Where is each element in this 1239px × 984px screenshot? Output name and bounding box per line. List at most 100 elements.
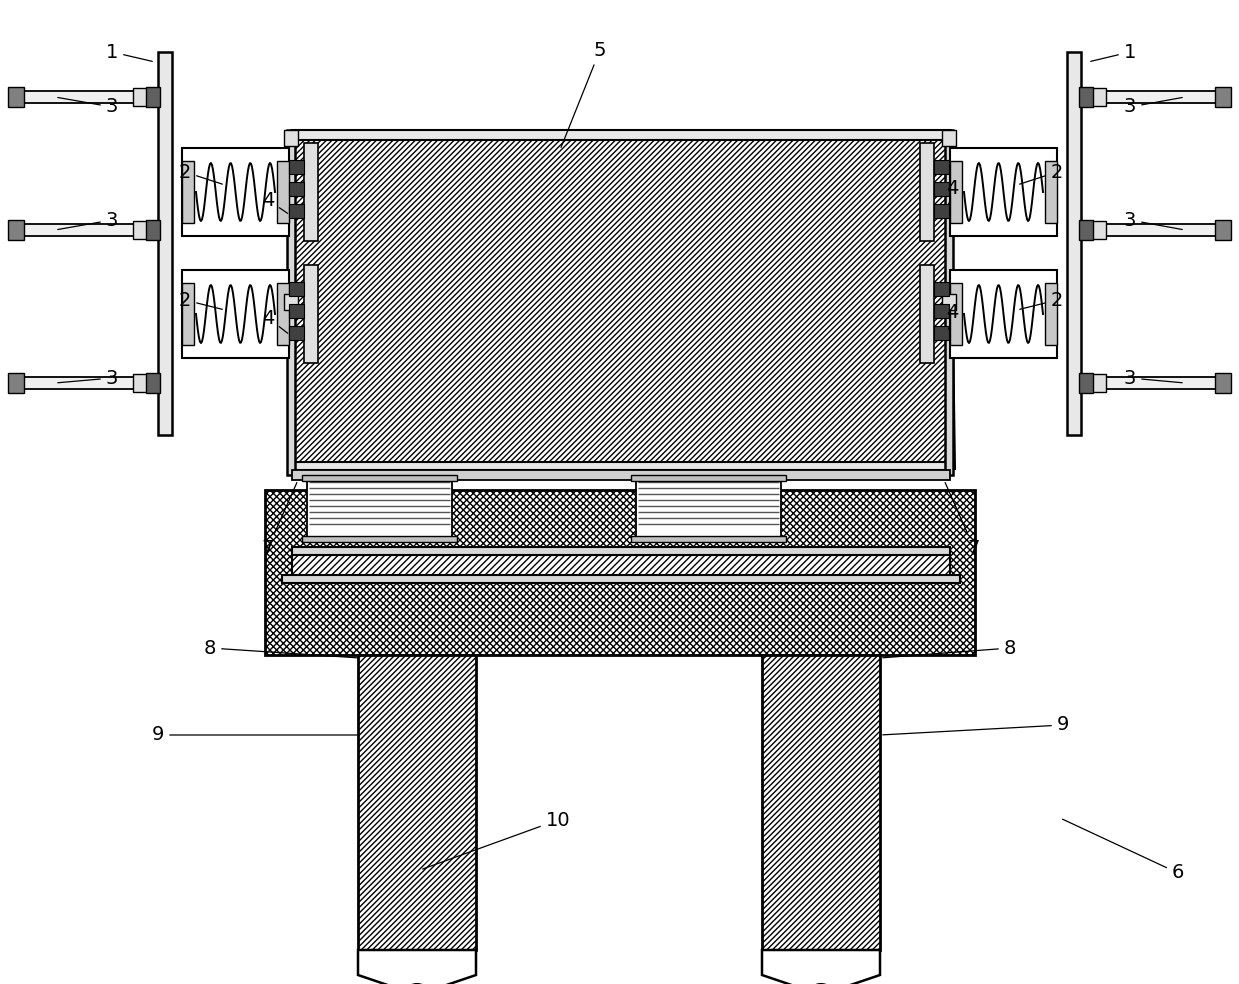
- Bar: [950, 148, 1057, 236]
- Text: 7: 7: [945, 482, 980, 558]
- Bar: [287, 130, 295, 475]
- Text: 5: 5: [561, 40, 606, 148]
- Bar: [182, 148, 289, 236]
- Bar: [934, 326, 949, 340]
- Text: 2: 2: [178, 290, 222, 310]
- Polygon shape: [762, 950, 880, 984]
- Bar: [284, 294, 299, 310]
- Bar: [292, 547, 950, 555]
- Bar: [289, 204, 304, 218]
- Text: 10: 10: [422, 811, 570, 869]
- Bar: [7, 87, 24, 107]
- Text: 1: 1: [1090, 42, 1136, 61]
- Bar: [1092, 221, 1106, 239]
- Text: 3: 3: [58, 368, 118, 388]
- Text: 6: 6: [1063, 819, 1184, 883]
- Bar: [762, 655, 880, 950]
- Bar: [1044, 283, 1057, 344]
- Bar: [1067, 52, 1080, 435]
- Bar: [182, 283, 195, 344]
- Bar: [289, 304, 304, 318]
- Bar: [292, 470, 950, 480]
- Bar: [146, 220, 160, 240]
- Bar: [1215, 373, 1232, 393]
- Bar: [278, 161, 289, 222]
- Text: 8: 8: [203, 639, 357, 658]
- Bar: [942, 130, 957, 146]
- Bar: [284, 130, 299, 146]
- Bar: [7, 373, 24, 393]
- Bar: [1092, 88, 1106, 106]
- Text: 2: 2: [178, 162, 222, 184]
- Bar: [950, 283, 961, 344]
- Text: 3: 3: [1124, 97, 1182, 116]
- Text: 3: 3: [58, 211, 118, 229]
- Bar: [133, 374, 147, 392]
- Bar: [146, 373, 160, 393]
- Bar: [7, 220, 24, 240]
- Text: 4: 4: [261, 191, 287, 214]
- Text: 3: 3: [1124, 368, 1182, 388]
- Bar: [292, 130, 950, 140]
- Bar: [1087, 91, 1229, 103]
- Bar: [921, 143, 934, 241]
- Bar: [631, 475, 786, 481]
- Text: 3: 3: [1124, 211, 1182, 229]
- Bar: [10, 377, 152, 389]
- Bar: [1044, 161, 1057, 222]
- Bar: [289, 326, 304, 340]
- Bar: [289, 282, 304, 296]
- Bar: [358, 655, 476, 950]
- Bar: [950, 161, 961, 222]
- Bar: [182, 161, 195, 222]
- Bar: [10, 224, 152, 236]
- Bar: [304, 265, 318, 363]
- Bar: [1215, 220, 1232, 240]
- Bar: [292, 130, 950, 470]
- Bar: [921, 265, 934, 363]
- Bar: [1092, 374, 1106, 392]
- Text: 8: 8: [882, 639, 1016, 657]
- Bar: [182, 270, 289, 358]
- Text: 2: 2: [1020, 162, 1063, 184]
- Bar: [133, 88, 147, 106]
- Text: 7: 7: [261, 482, 297, 558]
- Bar: [292, 462, 950, 470]
- Bar: [1087, 224, 1229, 236]
- Bar: [146, 87, 160, 107]
- Bar: [934, 204, 949, 218]
- Bar: [950, 270, 1057, 358]
- Text: 1: 1: [105, 42, 152, 61]
- Bar: [1079, 87, 1093, 107]
- Text: 2: 2: [1020, 290, 1063, 310]
- Bar: [302, 536, 457, 542]
- Bar: [1215, 87, 1232, 107]
- Bar: [1087, 377, 1229, 389]
- Bar: [307, 478, 452, 538]
- Text: 3: 3: [58, 97, 118, 116]
- Bar: [304, 143, 318, 241]
- Text: 9: 9: [882, 715, 1069, 735]
- Text: 4: 4: [261, 309, 287, 334]
- Bar: [289, 160, 304, 174]
- Text: 4: 4: [945, 178, 958, 205]
- Bar: [159, 52, 172, 435]
- Bar: [292, 555, 950, 577]
- Bar: [1079, 373, 1093, 393]
- Bar: [278, 283, 289, 344]
- Bar: [133, 221, 147, 239]
- Bar: [934, 160, 949, 174]
- Bar: [631, 536, 786, 542]
- Text: 4: 4: [945, 302, 958, 330]
- Bar: [942, 294, 957, 310]
- Bar: [636, 478, 781, 538]
- Bar: [282, 575, 960, 583]
- Bar: [934, 282, 949, 296]
- Bar: [945, 130, 953, 475]
- Bar: [289, 182, 304, 196]
- Bar: [934, 304, 949, 318]
- Bar: [302, 475, 457, 481]
- Polygon shape: [358, 950, 476, 984]
- Bar: [1079, 220, 1093, 240]
- Bar: [265, 490, 975, 655]
